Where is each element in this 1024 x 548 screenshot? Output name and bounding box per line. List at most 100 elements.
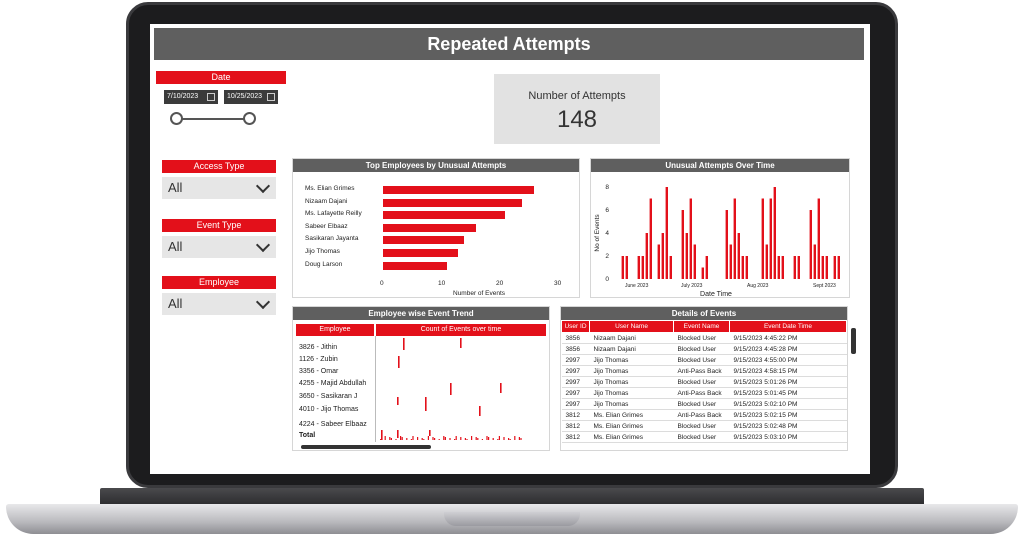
trend-total-mark (449, 438, 451, 440)
bar[interactable] (737, 233, 740, 279)
bar[interactable] (837, 256, 840, 279)
category-label: Ms. Elian Grimes (305, 185, 355, 192)
bar[interactable] (637, 256, 640, 279)
bar[interactable] (383, 261, 447, 270)
calendar-icon[interactable] (207, 93, 215, 101)
table-row[interactable]: 2997 Jijo Thomas Blocked User 9/15/2023 5:0… (561, 376, 847, 388)
horizontal-scrollbar[interactable] (301, 445, 431, 449)
trend-row[interactable]: 3356 - Omar (299, 368, 339, 375)
details-title: Details of Events (561, 307, 847, 320)
bar[interactable] (641, 256, 644, 279)
bar[interactable] (729, 244, 732, 280)
start-date-input[interactable]: 7/10/2023 (164, 90, 218, 104)
employee-label: Employee (162, 276, 276, 289)
trend-total-mark (417, 437, 419, 440)
col-user-name[interactable]: User Name (589, 320, 674, 333)
table-row[interactable]: 2997 Jijo Thomas Anti-Pass Back 9/15/2023 5… (561, 387, 847, 399)
bar[interactable] (693, 244, 696, 280)
bar[interactable] (383, 211, 505, 220)
col-event-name[interactable]: Event Name (673, 320, 730, 333)
bar[interactable] (701, 267, 704, 280)
bar[interactable] (817, 198, 820, 280)
kpi-label: Number of Attempts (528, 90, 626, 102)
bar[interactable] (777, 256, 780, 279)
trend-total-mark (444, 437, 446, 440)
bar[interactable] (685, 233, 688, 279)
bar[interactable] (383, 223, 476, 232)
bar[interactable] (745, 256, 748, 279)
table-row[interactable]: 2997 Jijo Thomas Blocked User 9/15/2023 4:5… (561, 354, 847, 366)
trend-total-row[interactable]: Total (299, 432, 316, 439)
chevron-down-icon (255, 178, 271, 194)
slider-end-handle[interactable] (243, 112, 256, 125)
bar[interactable] (705, 256, 708, 279)
chevron-down-icon (255, 294, 271, 310)
trend-total-mark (434, 438, 436, 440)
bar[interactable] (781, 256, 784, 279)
trend-row[interactable]: 4255 - Majid Abdullah (299, 380, 367, 387)
table-cell: Blocked User (673, 420, 730, 432)
bar[interactable] (741, 256, 744, 279)
event-type-dropdown[interactable]: All (162, 236, 276, 258)
bar[interactable] (383, 236, 465, 245)
trend-col-employee[interactable]: Employee (296, 324, 374, 336)
bar[interactable] (645, 233, 648, 279)
table-row[interactable]: 3812 Ms. Elian Grimes Blocked User 9/15/202… (561, 420, 847, 432)
slider-start-handle[interactable] (170, 112, 183, 125)
date-range-slider[interactable] (170, 112, 256, 126)
bar[interactable] (813, 244, 816, 280)
bar[interactable] (649, 198, 652, 280)
bar[interactable] (761, 198, 764, 280)
col-user-id[interactable]: User ID (561, 320, 590, 333)
bar[interactable] (773, 187, 776, 279)
calendar-icon[interactable] (267, 93, 275, 101)
table-row[interactable]: 2997 Jijo Thomas Anti-Pass Back 9/15/2023 4… (561, 365, 847, 377)
vertical-scrollbar[interactable] (851, 328, 856, 354)
bar[interactable] (809, 210, 812, 279)
access-type-dropdown[interactable]: All (162, 177, 276, 199)
category-label: Nizaam Dajani (305, 197, 348, 205)
bar[interactable] (621, 256, 624, 279)
col-event-date-time[interactable]: Event Date Time (729, 320, 847, 333)
bar[interactable] (681, 210, 684, 279)
bar[interactable] (797, 256, 800, 279)
x-axis-label: Date Time (700, 291, 732, 297)
employee-value: All (168, 296, 183, 311)
table-row[interactable]: 3812 Ms. Elian Grimes Blocked User 9/15/202… (561, 431, 847, 443)
bar[interactable] (821, 256, 824, 279)
start-date-value: 7/10/2023 (167, 93, 199, 100)
trend-row[interactable]: 3826 - Jithin (299, 344, 338, 351)
bar[interactable] (383, 249, 459, 257)
bar[interactable] (665, 187, 668, 279)
employee-dropdown[interactable]: All (162, 293, 276, 315)
trend-row[interactable]: 3650 - Sasikaran J (299, 393, 358, 400)
bar[interactable] (383, 186, 534, 194)
bar[interactable] (793, 256, 796, 279)
bar[interactable] (669, 256, 672, 279)
bar[interactable] (725, 210, 728, 279)
bar[interactable] (769, 198, 772, 280)
trend-row[interactable]: 4010 - Jijo Thomas (299, 406, 359, 413)
table-cell: 9/15/2023 5:03:10 PM (729, 431, 847, 443)
table-row[interactable]: 3856 Nizaam Dajani Blocked User 9/15/2023 4… (561, 343, 847, 355)
table-row[interactable]: 3856 Nizaam Dajani Blocked User 9/15/2023 4… (561, 332, 847, 344)
trend-row[interactable]: 4224 - Sabeer Elbaaz (299, 421, 367, 428)
table-row[interactable]: 2997 Jijo Thomas Blocked User 9/15/2023 5:0… (561, 398, 847, 410)
bar[interactable] (657, 244, 660, 280)
bar[interactable] (661, 233, 664, 279)
table-cell: 3812 (561, 431, 590, 443)
bar[interactable] (765, 244, 768, 280)
table-cell: Blocked User (673, 332, 730, 344)
bar[interactable] (733, 198, 736, 280)
trend-total-mark (514, 436, 516, 440)
bar[interactable] (689, 198, 692, 280)
trend-row[interactable]: 1126 - Zubin (299, 356, 338, 363)
bar[interactable] (825, 256, 828, 279)
bar[interactable] (833, 256, 836, 279)
bar[interactable] (383, 198, 523, 207)
end-date-input[interactable]: 10/25/2023 (224, 90, 278, 104)
bar[interactable] (625, 256, 628, 279)
trend-col-count[interactable]: Count of Events over time (376, 324, 546, 336)
table-row[interactable]: 3812 Ms. Elian Grimes Anti-Pass Back 9/15/2… (561, 409, 847, 421)
